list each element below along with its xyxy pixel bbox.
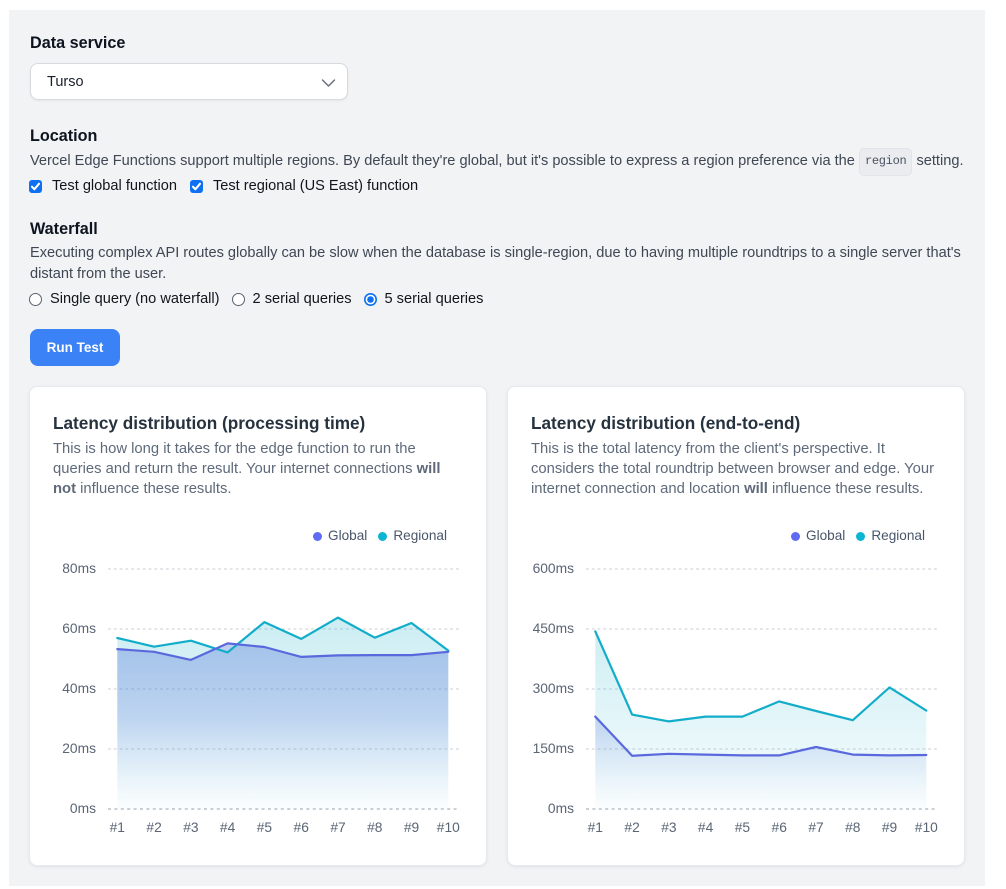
svg-text:#5: #5 <box>257 820 273 835</box>
svg-text:#3: #3 <box>661 820 677 835</box>
svg-text:#7: #7 <box>330 820 345 835</box>
svg-text:300ms: 300ms <box>533 681 575 696</box>
svg-text:60ms: 60ms <box>62 621 96 636</box>
svg-text:#6: #6 <box>772 820 788 835</box>
svg-text:#8: #8 <box>845 820 861 835</box>
svg-text:#10: #10 <box>915 820 938 835</box>
svg-text:450ms: 450ms <box>533 621 575 636</box>
svg-text:#8: #8 <box>367 820 383 835</box>
svg-text:#6: #6 <box>294 820 310 835</box>
svg-text:#4: #4 <box>220 820 236 835</box>
svg-text:#9: #9 <box>404 820 420 835</box>
svg-text:80ms: 80ms <box>62 561 96 576</box>
svg-text:#10: #10 <box>437 820 460 835</box>
svg-text:#1: #1 <box>588 820 603 835</box>
svg-text:#1: #1 <box>110 820 125 835</box>
svg-text:#7: #7 <box>808 820 823 835</box>
svg-text:#2: #2 <box>146 820 161 835</box>
svg-text:#5: #5 <box>735 820 751 835</box>
svg-text:#2: #2 <box>624 820 639 835</box>
svg-text:150ms: 150ms <box>533 741 575 756</box>
svg-text:#9: #9 <box>882 820 898 835</box>
svg-text:600ms: 600ms <box>533 561 575 576</box>
svg-text:0ms: 0ms <box>70 801 96 816</box>
svg-text:40ms: 40ms <box>62 681 96 696</box>
svg-text:20ms: 20ms <box>62 741 96 756</box>
svg-text:#4: #4 <box>698 820 714 835</box>
svg-text:0ms: 0ms <box>548 801 574 816</box>
svg-text:#3: #3 <box>183 820 199 835</box>
